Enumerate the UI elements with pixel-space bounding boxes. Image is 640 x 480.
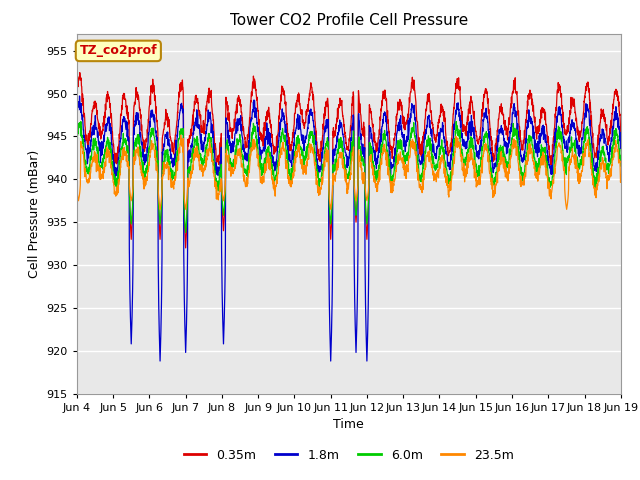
0.35m [324,96,332,101]
23.5m [100,166,108,172]
6.0m [323,142,331,148]
23.5m [156,206,164,212]
1.8m [101,129,109,135]
0.35m [73,87,81,93]
6.0m [100,156,108,161]
23.5m [502,171,509,177]
0.35m [617,130,625,136]
1.8m [338,124,346,130]
23.5m [324,153,332,159]
0.35m [338,97,346,103]
Title: Tower CO2 Profile Cell Pressure: Tower CO2 Profile Cell Pressure [230,13,468,28]
1.8m [617,139,625,144]
0.35m [602,119,609,125]
1.8m [602,138,609,144]
X-axis label: Time: Time [333,418,364,431]
23.5m [617,172,625,178]
6.0m [602,158,609,164]
0.35m [101,109,109,115]
1.8m [502,140,509,146]
0.35m [182,245,189,251]
1.8m [73,115,81,121]
Y-axis label: Cell Pressure (mBar): Cell Pressure (mBar) [28,149,41,278]
6.0m [73,135,81,141]
6.0m [617,163,625,169]
Text: TZ_co2prof: TZ_co2prof [79,44,157,58]
1.8m [324,123,332,129]
23.5m [602,172,609,178]
0.35m [502,127,509,132]
23.5m [338,150,346,156]
1.8m [76,93,83,99]
6.0m [602,156,609,161]
Line: 1.8m: 1.8m [77,96,621,361]
23.5m [73,186,81,192]
0.35m [76,70,84,75]
1.8m [602,138,609,144]
Legend: 0.35m, 1.8m, 6.0m, 23.5m: 0.35m, 1.8m, 6.0m, 23.5m [179,444,519,467]
23.5m [602,161,609,167]
1.8m [156,358,164,364]
Line: 23.5m: 23.5m [77,135,621,209]
23.5m [177,132,184,138]
Line: 0.35m: 0.35m [77,72,621,248]
6.0m [452,119,460,124]
Line: 6.0m: 6.0m [77,121,621,232]
6.0m [502,156,509,162]
0.35m [602,124,609,130]
6.0m [182,229,189,235]
6.0m [338,145,346,151]
